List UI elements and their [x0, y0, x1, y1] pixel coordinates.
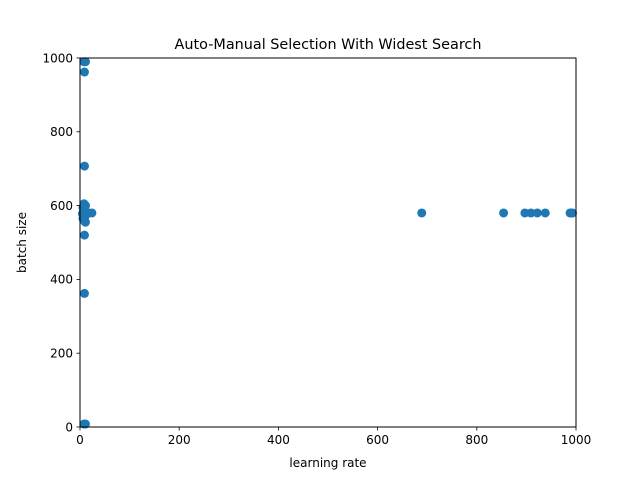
data-point [417, 208, 427, 218]
x-tick-label: 800 [465, 433, 488, 447]
data-point [568, 208, 578, 218]
x-tick-label: 200 [168, 433, 191, 447]
y-tick-label: 1000 [42, 51, 73, 65]
data-points [77, 57, 578, 429]
data-point [532, 208, 542, 218]
x-tick-label: 1000 [561, 433, 592, 447]
data-point [499, 208, 509, 218]
y-tick-label: 200 [50, 347, 73, 361]
x-axis-ticks: 0 200 400 600 800 1000 [76, 427, 591, 447]
data-point [80, 57, 90, 67]
x-tick-label: 600 [366, 433, 389, 447]
data-point [540, 208, 550, 218]
x-tick-label: 400 [267, 433, 290, 447]
y-tick-label: 600 [50, 199, 73, 213]
data-point [79, 161, 89, 171]
data-point [79, 288, 89, 298]
x-axis-label: learning rate [289, 456, 366, 470]
data-point [79, 230, 89, 240]
data-point [80, 217, 90, 227]
y-axis-label: batch size [15, 212, 29, 273]
y-tick-label: 0 [65, 420, 73, 434]
data-point [87, 208, 97, 218]
chart-title: Auto-Manual Selection With Widest Search [175, 37, 482, 53]
x-tick-label: 0 [76, 433, 84, 447]
y-tick-label: 800 [50, 125, 73, 139]
data-point [80, 419, 90, 429]
y-axis-ticks: 0 200 400 600 800 1000 [42, 51, 80, 434]
data-point [79, 67, 89, 77]
plot-frame [79, 57, 577, 428]
data-point [526, 208, 536, 218]
y-tick-label: 400 [50, 273, 73, 287]
